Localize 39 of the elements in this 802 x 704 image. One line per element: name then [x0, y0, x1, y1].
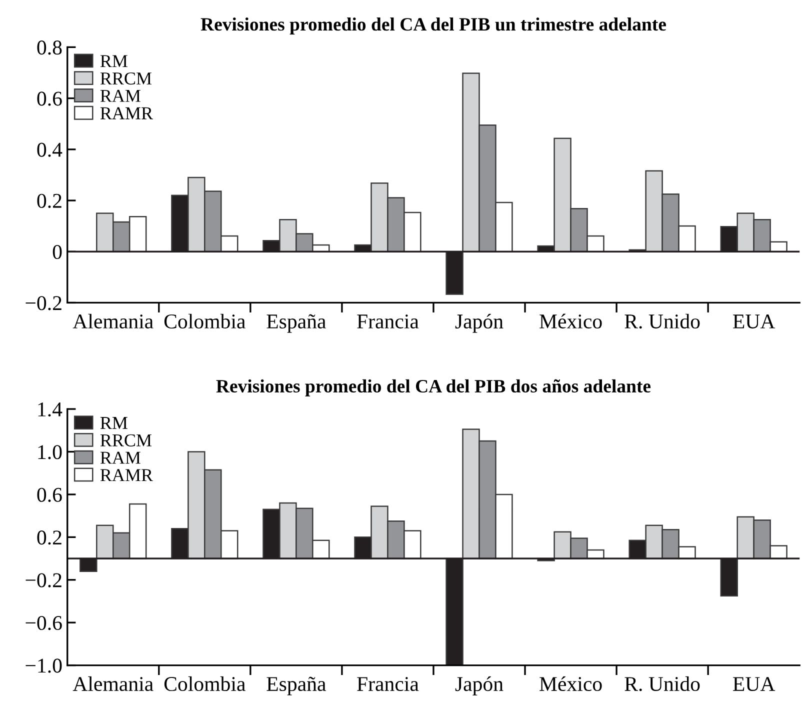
chart-title: Revisiones promedio del CA del PIB dos años adelante: [216, 379, 651, 396]
x-tick-label: Colombia: [164, 314, 246, 328]
chart-title: Revisiones promedio del CA del PIB un trimestre adelante: [200, 17, 666, 34]
x-tick-label: España: [266, 314, 326, 333]
y-tick-label: 1.4: [38, 402, 62, 417]
legend-label: RAMR: [100, 469, 154, 482]
legend-label: RAM: [100, 90, 140, 102]
y-tick-label: 0.2: [37, 194, 62, 208]
y-tick-label: 1.0: [38, 445, 62, 460]
x-tick-label: Alemania: [72, 676, 154, 692]
y-tick-label: 0: [52, 244, 62, 260]
x-tick-label: Colombia: [164, 676, 246, 692]
x-tick-label: EUA: [733, 314, 776, 328]
x-tick-label: R. Unido: [624, 676, 700, 692]
legend-label: RM: [100, 55, 128, 68]
legend-label: RAMR: [100, 107, 154, 120]
x-tick-label: R. Unido: [624, 314, 700, 329]
x-tick-label: Alemania: [72, 314, 154, 328]
y-tick-label: 0.4: [37, 142, 62, 157]
x-tick-label: Francia: [357, 677, 419, 692]
x-tick-label: Japón: [455, 314, 504, 333]
x-tick-label: Japón: [455, 676, 504, 696]
y-tick-label: −0.2: [26, 573, 62, 588]
y-tick-label: −0.2: [26, 296, 62, 310]
legend-label: RM: [100, 417, 128, 429]
legend-label: RRCM: [100, 434, 152, 446]
y-tick-label: 0.8: [37, 40, 62, 55]
x-tick-label: EUA: [733, 677, 776, 692]
x-tick-label: México: [540, 314, 602, 328]
y-tick-label: −1.0: [26, 658, 62, 673]
legend-label: RRCM: [100, 72, 152, 85]
legend-label: RAM: [100, 452, 140, 464]
y-tick-label: −0.6: [26, 616, 62, 630]
y-tick-label: 0.2: [37, 530, 62, 545]
x-tick-label: Francia: [357, 314, 419, 328]
x-tick-label: España: [266, 676, 326, 696]
x-tick-label: México: [540, 676, 602, 692]
y-tick-label: 0.6: [37, 488, 62, 502]
y-tick-label: 0.6: [37, 92, 62, 106]
